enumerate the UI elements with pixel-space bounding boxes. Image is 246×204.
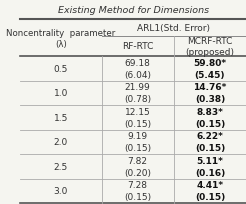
Text: 7.82
(0.20): 7.82 (0.20) — [124, 156, 151, 177]
Text: 2.5: 2.5 — [54, 162, 68, 171]
Text: 21.99
(0.78): 21.99 (0.78) — [124, 83, 151, 104]
Text: 14.76*
(0.38): 14.76* (0.38) — [193, 83, 227, 104]
Text: Noncentrality  parameter
(λ): Noncentrality parameter (λ) — [6, 29, 116, 49]
Text: RF-RTC: RF-RTC — [122, 42, 153, 51]
Text: ARL1(Std. Error): ARL1(Std. Error) — [137, 24, 210, 33]
Text: 1.5: 1.5 — [54, 113, 68, 122]
Text: 69.18
(6.04): 69.18 (6.04) — [124, 59, 151, 79]
Text: 59.80*
(5.45): 59.80* (5.45) — [193, 59, 227, 79]
Text: MCRF-RTC
(proposed): MCRF-RTC (proposed) — [185, 37, 234, 57]
Text: 2.0: 2.0 — [54, 138, 68, 147]
Text: 6.22*
(0.15): 6.22* (0.15) — [195, 132, 225, 153]
Text: 12.15
(0.15): 12.15 (0.15) — [124, 108, 151, 128]
Text: 9.19
(0.15): 9.19 (0.15) — [124, 132, 151, 153]
Text: 7.28
(0.15): 7.28 (0.15) — [124, 181, 151, 201]
Text: 5.11*
(0.16): 5.11* (0.16) — [195, 156, 225, 177]
Text: 4.41*
(0.15): 4.41* (0.15) — [195, 181, 225, 201]
Text: 1.0: 1.0 — [54, 89, 68, 98]
Text: 0.5: 0.5 — [54, 65, 68, 73]
Text: 8.83*
(0.15): 8.83* (0.15) — [195, 108, 225, 128]
Text: 3.0: 3.0 — [54, 186, 68, 195]
Text: Existing Method for Dimensions: Existing Method for Dimensions — [58, 6, 209, 15]
